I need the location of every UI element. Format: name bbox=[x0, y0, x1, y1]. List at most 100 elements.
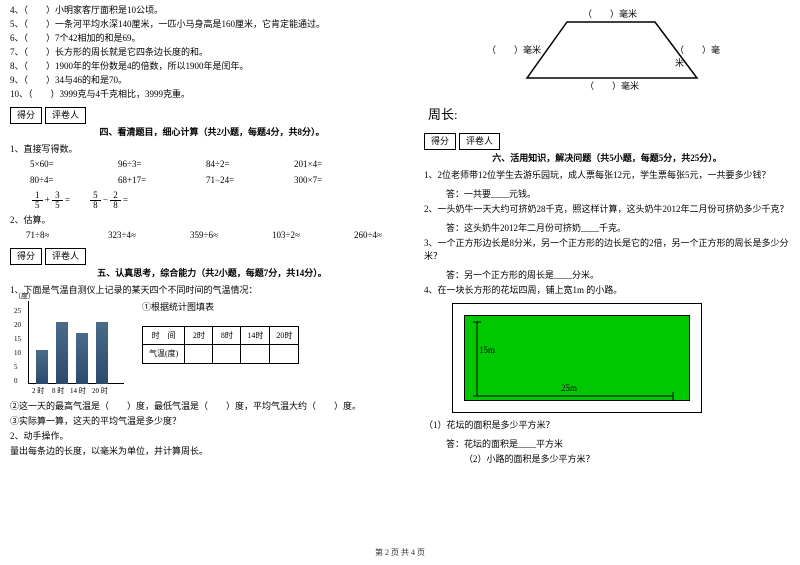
est-cell: 359÷6≈ bbox=[190, 229, 250, 242]
y-axis-unit: （度） bbox=[14, 291, 35, 301]
fraction-2-8: 28 bbox=[110, 191, 121, 210]
score-cell: 得分 bbox=[10, 107, 42, 124]
th: 2时 bbox=[185, 326, 213, 345]
tf-q4: 4、（ ）小明家客厅面积是10公顷。 bbox=[10, 4, 414, 17]
equals-sign: = bbox=[123, 194, 128, 204]
calc-cell: 84÷2= bbox=[206, 158, 266, 171]
minus-sign: − bbox=[103, 194, 110, 204]
cell bbox=[241, 345, 270, 364]
cell bbox=[185, 345, 213, 364]
q6-1: 1、2位老师带12位学生去游乐园玩，成人票每张12元，学生票每张5元，一共要多少… bbox=[424, 169, 790, 182]
fraction-row: 15 + 35 = 58 − 28 = bbox=[32, 191, 414, 210]
calc-cell: 71−24= bbox=[206, 174, 266, 187]
a6-1: 答：一共要____元钱。 bbox=[446, 188, 790, 201]
score-cell: 得分 bbox=[424, 133, 456, 150]
equals-sign: = bbox=[65, 194, 88, 204]
calc-cell: 5×60= bbox=[30, 158, 90, 171]
calc-cell: 80÷4= bbox=[30, 174, 90, 187]
cell bbox=[270, 345, 299, 364]
bar-chart: （度） 0 5 10 15 20 25 2 时 8 时 14 时 20 时 bbox=[14, 301, 124, 396]
score-block-5: 得分 评卷人 bbox=[10, 248, 414, 265]
xtick: 8 时 bbox=[52, 386, 64, 396]
reviewer-cell: 评卷人 bbox=[459, 133, 500, 150]
sub-5-1: 1、下面是气温自测仪上记录的某天四个不同时间的气温情况： bbox=[10, 284, 414, 297]
q6-4: 4、在一块长方形的花坛四周，铺上宽1m 的小路。 bbox=[424, 284, 790, 297]
tf-q9: 9、（ ）34与46的和是70。 bbox=[10, 74, 414, 87]
score-block-4: 得分 评卷人 bbox=[10, 107, 414, 124]
score-cell: 得分 bbox=[10, 248, 42, 265]
est-cell: 103÷2≈ bbox=[272, 229, 332, 242]
tf-q6: 6、（ ）7个42相加的和是69。 bbox=[10, 32, 414, 45]
calc-cell: 300×7= bbox=[294, 174, 354, 187]
trap-right-label: （ ）毫米 bbox=[675, 44, 727, 70]
trapezoid-figure: （ ）毫米 （ ）毫米 （ ）毫米 （ ）毫米 bbox=[487, 8, 727, 98]
th: 时 间 bbox=[143, 326, 185, 345]
est-cell: 260÷4≈ bbox=[354, 229, 414, 242]
a6-4-1: 答：花坛的面积是____平方米 bbox=[446, 438, 790, 451]
trap-left-label: （ ）毫米 bbox=[487, 44, 541, 57]
sub-4-2: 2、估算。 bbox=[10, 214, 414, 227]
calc-cell: 68+17= bbox=[118, 174, 178, 187]
chart-table-wrap: （度） 0 5 10 15 20 25 2 时 8 时 14 时 20 时 ①根… bbox=[14, 301, 414, 396]
bar-20h bbox=[96, 322, 108, 384]
section-6-title: 六、活用知识，解决问题（共5小题，每题5分，共25分）。 bbox=[424, 152, 790, 165]
perimeter-label: 周长: bbox=[428, 106, 790, 125]
tf-q5: 5、（ ）一条河平均水深140厘米，一匹小马身高是160厘米，它肯定能通过。 bbox=[10, 18, 414, 31]
plus-sign: + bbox=[45, 194, 52, 204]
calc-cell: 201×4= bbox=[294, 158, 354, 171]
left-column: 4、（ ）小明家客厅面积是10公顷。 5、（ ）一条河平均水深140厘米，一匹小… bbox=[10, 4, 414, 545]
a6-2: 答：这头奶牛2012年二月份可挤奶____千克。 bbox=[446, 222, 790, 235]
q6-2: 2、一头奶牛一天大约可挤奶28千克，照这样计算，这头奶牛2012年二月份可挤奶多… bbox=[424, 203, 790, 216]
reviewer-cell: 评卷人 bbox=[45, 248, 86, 265]
sub-5-2b: 量出每条边的长度，以毫米为单位，并计算周长。 bbox=[10, 445, 414, 458]
fraction-1-5: 15 bbox=[32, 191, 43, 210]
bar-8h bbox=[56, 322, 68, 384]
reviewer-cell: 评卷人 bbox=[45, 107, 86, 124]
est-cell: 71÷8≈ bbox=[26, 229, 86, 242]
tf-q10: 10、（ ）3999克与4千克相比，3999克重。 bbox=[10, 88, 414, 101]
rect-figure: 15m 25m bbox=[452, 303, 702, 413]
section-4-title: 四、看清题目，细心计算（共2小题，每题4分，共8分）。 bbox=[10, 126, 414, 139]
q6-4-1: （1）花坛的面积是多少平方米？ bbox=[424, 419, 790, 432]
q5-3: ③实际算一算，这天的平均气温是多少度？ bbox=[10, 415, 414, 428]
page-footer: 第 2 页 共 4 页 bbox=[0, 547, 800, 558]
score-block-6: 得分 评卷人 bbox=[424, 133, 790, 150]
est-cell: 323÷4≈ bbox=[108, 229, 168, 242]
temp-table: 时 间 2时 8时 14时 20时 气温(度) bbox=[142, 326, 299, 364]
xtick: 20 时 bbox=[92, 386, 108, 396]
fraction-3-5: 35 bbox=[52, 191, 63, 210]
th: 8时 bbox=[213, 326, 241, 345]
q6-4-2: （2）小路的面积是多少平方米？ bbox=[464, 453, 790, 466]
table-row: 气温(度) bbox=[143, 345, 299, 364]
bar-2h bbox=[36, 350, 48, 384]
cell bbox=[213, 345, 241, 364]
chart-right: ①根据统计图填表 时 间 2时 8时 14时 20时 气温(度) bbox=[142, 301, 299, 364]
section-5-title: 五、认真思考，综合能力（共2小题，每题7分，共14分）。 bbox=[10, 267, 414, 280]
th: 14时 bbox=[241, 326, 270, 345]
tf-q7: 7、（ ）长方形的周长就是它四条边长度的和。 bbox=[10, 46, 414, 59]
th: 20时 bbox=[270, 326, 299, 345]
bar-14h bbox=[76, 333, 88, 384]
q6-3: 3、一个正方形边长是8分米，另一个正方形的边长是它的2倍，另一个正方形的周长是多… bbox=[424, 237, 790, 263]
calc-row-1: 5×60= 96÷3= 84÷2= 201×4= bbox=[30, 158, 414, 171]
row-label: 气温(度) bbox=[143, 345, 185, 364]
right-column: （ ）毫米 （ ）毫米 （ ）毫米 （ ）毫米 周长: 得分 评卷人 六、活用知… bbox=[424, 4, 790, 545]
calc-cell: 96÷3= bbox=[118, 158, 178, 171]
xtick: 14 时 bbox=[70, 386, 86, 396]
chart-legend: ①根据统计图填表 bbox=[142, 301, 299, 314]
a6-3: 答：另一个正方形的周长是____分米。 bbox=[446, 269, 790, 282]
est-row: 71÷8≈ 323÷4≈ 359÷6≈ 103÷2≈ 260÷4≈ bbox=[26, 229, 414, 242]
rect-arrows bbox=[453, 304, 703, 414]
y-axis bbox=[28, 301, 29, 384]
fraction-5-8: 58 bbox=[90, 191, 101, 210]
trap-bottom-label: （ ）毫米 bbox=[585, 80, 639, 93]
tf-q8: 8、（ ）1900年的年份数是4的倍数，所以1900年是闰年。 bbox=[10, 60, 414, 73]
xtick: 2 时 bbox=[32, 386, 44, 396]
sub-5-2: 2、动手操作。 bbox=[10, 430, 414, 443]
sub-4-1: 1、直接写得数。 bbox=[10, 143, 414, 156]
q5-2: ②这一天的最高气温是（ ）度，最低气温是（ ）度，平均气温大约（ ）度。 bbox=[10, 400, 414, 413]
calc-row-2: 80÷4= 68+17= 71−24= 300×7= bbox=[30, 174, 414, 187]
page: 4、（ ）小明家客厅面积是10公顷。 5、（ ）一条河平均水深140厘米，一匹小… bbox=[0, 0, 800, 545]
trap-top-label: （ ）毫米 bbox=[583, 8, 637, 21]
table-row: 时 间 2时 8时 14时 20时 bbox=[143, 326, 299, 345]
